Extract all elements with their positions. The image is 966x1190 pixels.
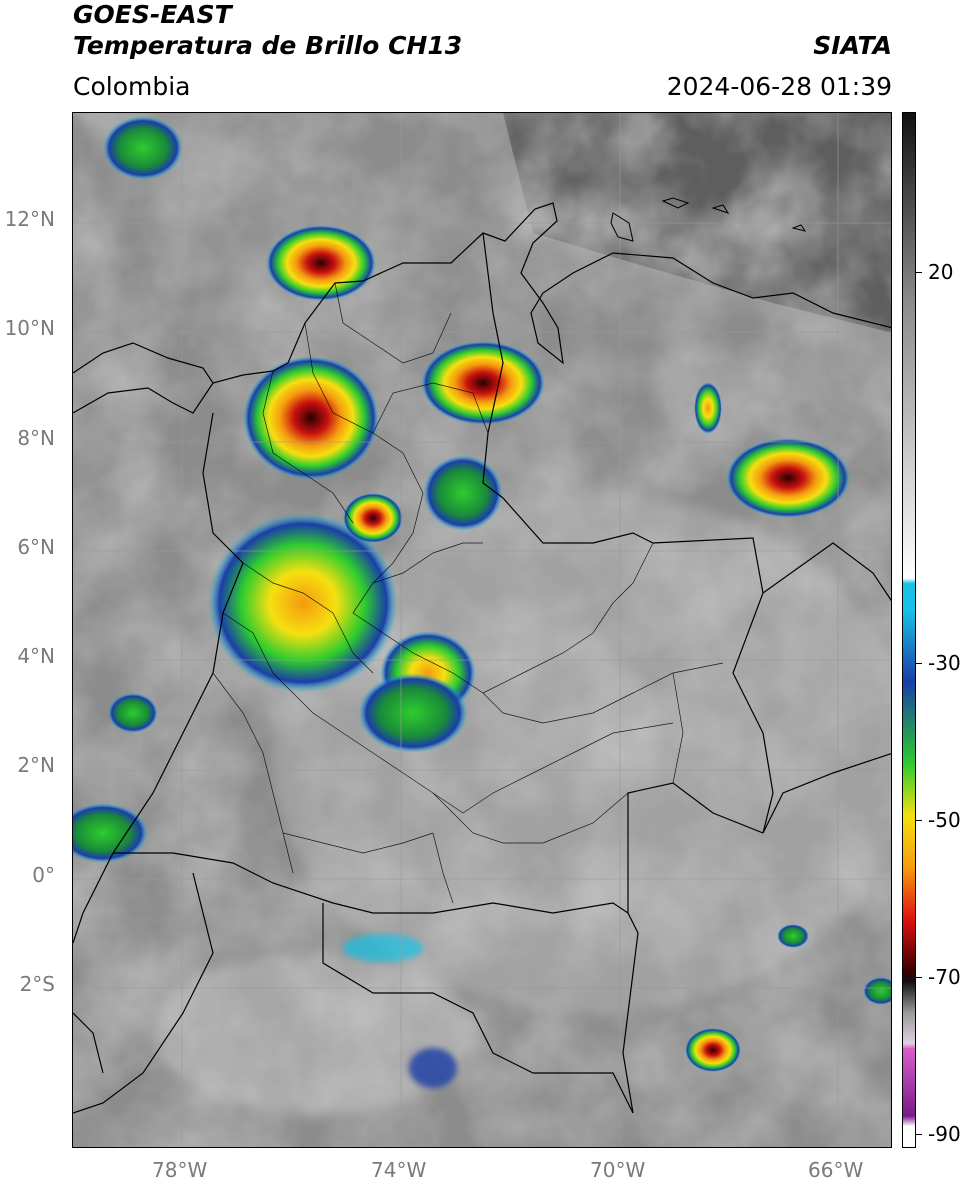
colorbar-tick bbox=[916, 272, 922, 273]
graticule bbox=[73, 113, 891, 1147]
lat-label-2s: 2°S bbox=[19, 972, 55, 996]
lon-label-66w: 66°W bbox=[808, 1158, 864, 1182]
storm-cell bbox=[103, 116, 183, 180]
storm-cell bbox=[108, 693, 158, 733]
timestamp-label: 2024-06-28 01:39 bbox=[666, 72, 892, 101]
storm-cell bbox=[73, 803, 148, 863]
storm-cell bbox=[358, 673, 468, 753]
colorbar-label-neg50: -50 bbox=[928, 808, 961, 832]
storm-cell bbox=[421, 341, 545, 425]
storm-cell bbox=[685, 1028, 741, 1072]
lon-label-78w: 78°W bbox=[152, 1158, 208, 1182]
cold-cloud-patch bbox=[343, 934, 423, 962]
satellite-title: GOES-EAST bbox=[73, 0, 232, 29]
country-borders bbox=[73, 202, 891, 1114]
lat-label-10n: 10°N bbox=[4, 316, 55, 340]
colorbar-label-20: 20 bbox=[928, 260, 954, 284]
storm-cell bbox=[343, 493, 403, 543]
lat-label-2n: 2°N bbox=[17, 753, 55, 777]
storm-cell bbox=[726, 438, 850, 518]
product-title: Temperatura de Brillo CH13 bbox=[73, 31, 463, 60]
storm-cell bbox=[266, 225, 376, 301]
lat-label-0: 0° bbox=[32, 863, 55, 887]
department-borders bbox=[212, 282, 724, 904]
storm-cell bbox=[243, 356, 379, 480]
storm-cell bbox=[423, 455, 503, 531]
region-label: Colombia bbox=[73, 72, 191, 101]
colorbar-label-neg30: -30 bbox=[928, 651, 961, 675]
storm-cell bbox=[863, 977, 891, 1005]
colorbar-label-neg70: -70 bbox=[928, 965, 961, 989]
temperature-colorbar bbox=[902, 112, 916, 1148]
storm-cell bbox=[777, 924, 809, 948]
lat-label-12n: 12°N bbox=[4, 207, 55, 231]
lon-label-74w: 74°W bbox=[371, 1158, 427, 1182]
colorbar-tick bbox=[916, 1134, 922, 1135]
satellite-map[interactable] bbox=[72, 112, 892, 1148]
colorbar-tick bbox=[916, 977, 922, 978]
agency-label: SIATA bbox=[813, 31, 892, 60]
colorbar-tick bbox=[916, 820, 922, 821]
lat-label-4n: 4°N bbox=[17, 644, 55, 668]
colorbar-tick bbox=[916, 663, 922, 664]
storm-cell bbox=[694, 382, 722, 434]
colorbar-label-neg90: -90 bbox=[928, 1122, 961, 1146]
islands bbox=[610, 197, 807, 242]
lat-label-8n: 8°N bbox=[17, 426, 55, 450]
lat-label-6n: 6°N bbox=[17, 535, 55, 559]
cold-cloud-patch bbox=[409, 1048, 457, 1088]
lon-label-70w: 70°W bbox=[590, 1158, 646, 1182]
satellite-map-image bbox=[73, 113, 891, 1147]
